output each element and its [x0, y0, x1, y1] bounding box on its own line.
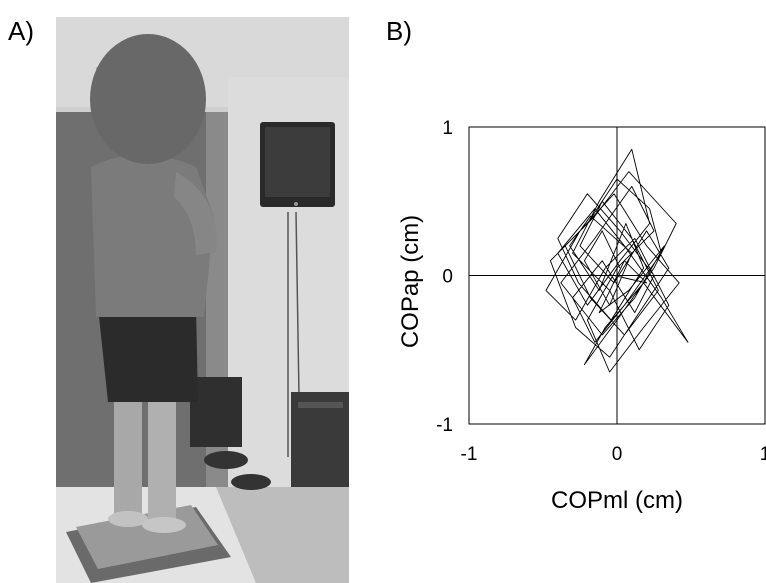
x-axis-title: COPml (cm)	[551, 487, 683, 514]
cop-trajectory-0	[545, 148, 689, 373]
x-tick-label: -1	[461, 444, 478, 465]
y-axis-title: COPap (cm)	[397, 215, 424, 348]
y-tick-label: -1	[436, 415, 453, 436]
panel-a-label: A)	[8, 16, 34, 46]
y-tick-label: 0	[442, 267, 453, 288]
x-tick-label: 0	[612, 444, 623, 465]
subject-photo	[56, 17, 349, 583]
x-tick-label: 1	[760, 444, 766, 465]
monitor	[260, 122, 335, 207]
y-tick-label: 1	[442, 118, 453, 139]
cop-chart: -1 0 1 1 0 -1 COPml (cm) COPap (cm)	[397, 118, 766, 514]
obscured-face	[90, 34, 206, 164]
panel-b-label: B)	[386, 16, 412, 46]
